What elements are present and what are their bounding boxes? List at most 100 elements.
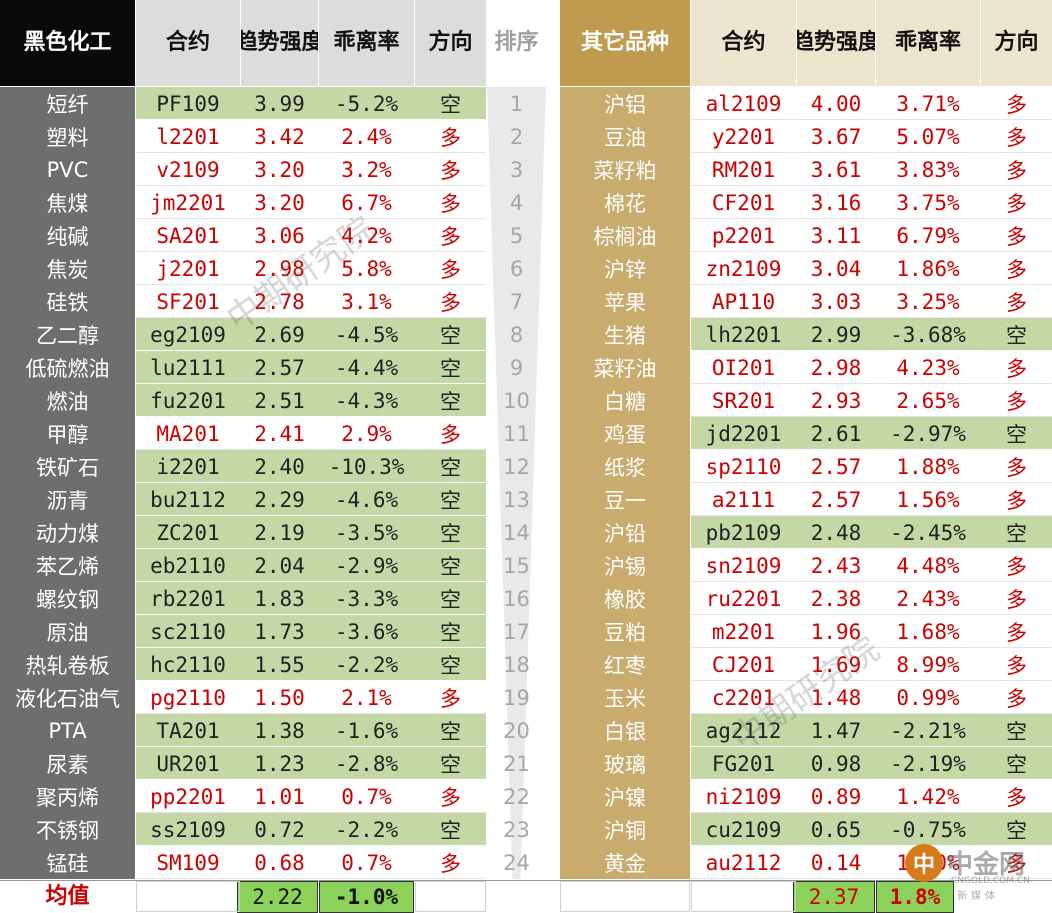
left-row-deviation: -2.8%	[334, 751, 399, 776]
header-left-direction: 方向	[415, 0, 486, 86]
row-separator	[136, 317, 486, 318]
left-row-name: 乙二醇	[36, 323, 99, 348]
left-row-contract: i2201	[156, 454, 220, 479]
right-row-deviation: 1.88%	[896, 454, 960, 479]
left-row-name: 塑料	[46, 125, 89, 150]
left-row-contract: sc2110	[150, 619, 226, 644]
right-row-direction: 多	[1006, 356, 1027, 381]
left-row-direction: 空	[440, 818, 461, 843]
left-row-strength: 2.51	[254, 388, 305, 413]
right-row-contract: AP110	[711, 289, 776, 314]
right-row-name: 沪锌	[604, 257, 646, 282]
left-row-band	[136, 153, 486, 186]
row-separator	[691, 482, 1052, 483]
left-row-name: 原油	[46, 620, 89, 645]
right-row-deviation: 5.07%	[896, 124, 960, 149]
right-row-band	[691, 681, 1052, 714]
summary-empty-cell	[691, 881, 796, 912]
left-row-name: 甲醇	[46, 422, 89, 447]
left-row-direction: 空	[440, 587, 461, 612]
right-row-deviation: 2.43%	[896, 586, 960, 611]
left-row-contract: TA201	[156, 718, 220, 743]
right-row-direction: 空	[1006, 422, 1027, 447]
right-row-deviation: 1.56%	[896, 487, 960, 512]
right-row-contract: lh2201	[705, 322, 782, 347]
left-row-band	[136, 219, 486, 252]
right-row-name: 棕榈油	[593, 224, 657, 249]
summary-empty-cell	[560, 881, 690, 912]
right-row-contract: p2201	[711, 223, 776, 248]
left-row-direction: 空	[440, 389, 461, 414]
left-row-name: 热轧卷板	[25, 653, 110, 678]
right-row-band	[691, 516, 1052, 549]
right-row-band	[691, 450, 1052, 483]
left-row-strength: 3.99	[254, 91, 305, 116]
left-row-name: 锰硅	[46, 851, 89, 876]
right-row-name: 沪铝	[604, 92, 646, 117]
right-row-band	[691, 780, 1052, 813]
right-row-contract: CJ201	[711, 652, 776, 677]
left-row-strength: 2.41	[254, 421, 305, 446]
left-row-band	[136, 582, 486, 615]
right-row-direction: 多	[1006, 158, 1027, 183]
left-row-band	[136, 615, 486, 648]
row-separator	[691, 713, 1052, 714]
right-row-direction: 多	[1006, 224, 1027, 249]
right-row-contract: SR201	[711, 388, 776, 413]
left-row-direction: 空	[440, 521, 461, 546]
left-row-contract: PF109	[156, 91, 220, 116]
right-row-direction: 多	[1006, 455, 1027, 480]
header-rank: 排序	[487, 0, 546, 86]
right-row-deviation: 3.75%	[896, 190, 960, 215]
left-row-direction: 空	[440, 92, 461, 117]
right-row-contract: au2112	[705, 850, 782, 875]
rank-number: 3	[509, 157, 524, 182]
right-row-name: 白糖	[604, 389, 646, 414]
left-row-deviation: -4.6%	[334, 487, 399, 512]
left-row-name: 螺纹钢	[36, 587, 99, 612]
rank-funnel	[487, 87, 546, 879]
left-row-direction: 多	[440, 851, 461, 876]
row-separator	[691, 284, 1052, 285]
left-row-band	[136, 450, 486, 483]
right-row-strength: 2.99	[810, 322, 862, 347]
right-row-band	[691, 483, 1052, 516]
right-row-contract: pb2109	[705, 520, 782, 545]
left-row-band	[136, 285, 486, 318]
right-row-direction: 多	[1006, 587, 1027, 612]
left-row-strength: 1.50	[254, 685, 305, 710]
left-row-direction: 多	[440, 422, 461, 447]
left-row-name: 纯碱	[46, 224, 89, 249]
left-row-band	[136, 549, 486, 582]
right-row-name: 沪锡	[604, 554, 646, 579]
right-row-direction: 空	[1006, 818, 1027, 843]
left-row-name: 动力煤	[36, 521, 99, 546]
right-row-name: 菜籽粕	[593, 158, 657, 183]
right-row-deviation: 3.83%	[896, 157, 960, 182]
left-row-strength: 3.42	[254, 124, 305, 149]
right-row-name: 沪铜	[604, 818, 646, 843]
right-row-contract: ru2201	[705, 586, 782, 611]
right-row-contract: a2111	[711, 487, 776, 512]
summary-label: 均值	[45, 883, 90, 909]
header-left-contract: 合约	[136, 0, 240, 86]
right-row-deviation: 8.99%	[896, 652, 960, 677]
right-row-band	[691, 120, 1052, 153]
rank-number: 22	[503, 784, 530, 809]
right-row-name: 菜籽油	[593, 356, 657, 381]
rank-number: 14	[503, 520, 530, 545]
left-row-strength: 1.55	[254, 652, 305, 677]
left-row-contract: SF201	[156, 289, 220, 314]
left-row-direction: 多	[440, 686, 461, 711]
left-name-column	[0, 87, 135, 879]
header-right-deviation: 乖离率	[876, 0, 980, 86]
right-row-strength: 2.43	[810, 553, 862, 578]
row-separator	[691, 185, 1052, 186]
left-row-contract: bu2112	[150, 487, 226, 512]
right-row-deviation: 1.42%	[896, 784, 960, 809]
left-row-direction: 多	[440, 257, 461, 282]
rank-number: 17	[503, 619, 530, 644]
left-row-deviation: 3.1%	[341, 289, 392, 314]
row-separator	[691, 779, 1052, 780]
left-row-band	[136, 714, 486, 747]
